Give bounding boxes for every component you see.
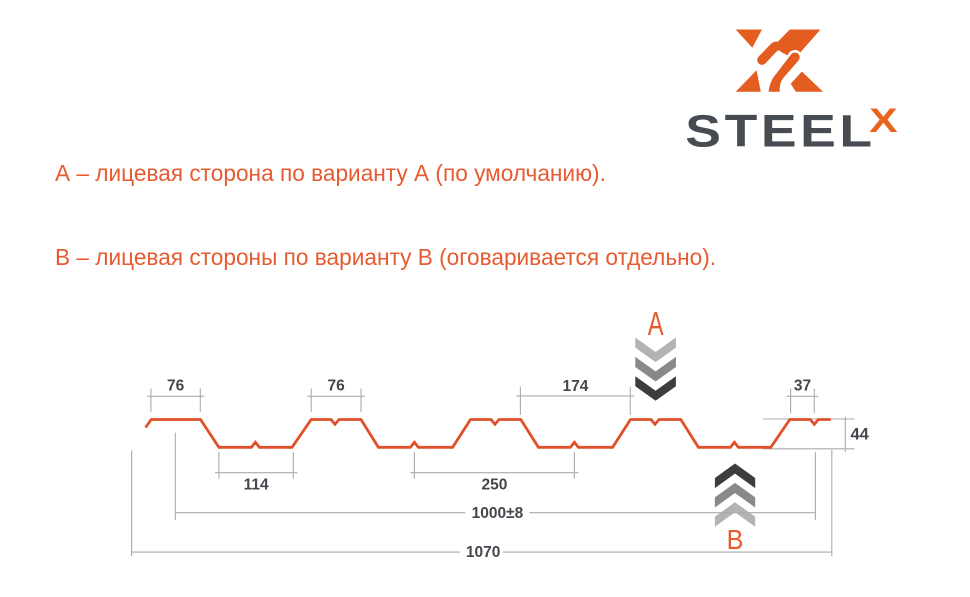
svg-text:250: 250 (481, 477, 507, 494)
svg-text:37: 37 (794, 378, 811, 395)
svg-text:1070: 1070 (466, 544, 500, 561)
svg-text:В – лицевая стороны по вариант: В – лицевая стороны по варианту В (огова… (55, 244, 716, 270)
svg-text:76: 76 (327, 378, 345, 395)
svg-text:STEEL: STEEL (685, 106, 875, 156)
svg-text:174: 174 (562, 378, 588, 395)
svg-text:A: A (648, 306, 664, 343)
svg-text:B: B (727, 524, 744, 555)
svg-text:44: 44 (851, 425, 870, 443)
svg-text:1000±8: 1000±8 (472, 505, 524, 522)
svg-text:76: 76 (167, 378, 185, 395)
svg-text:X: X (869, 102, 898, 140)
svg-text:А – лицевая сторона по вариант: А – лицевая сторона по варианту А (по ум… (55, 160, 606, 186)
svg-text:114: 114 (244, 477, 269, 494)
